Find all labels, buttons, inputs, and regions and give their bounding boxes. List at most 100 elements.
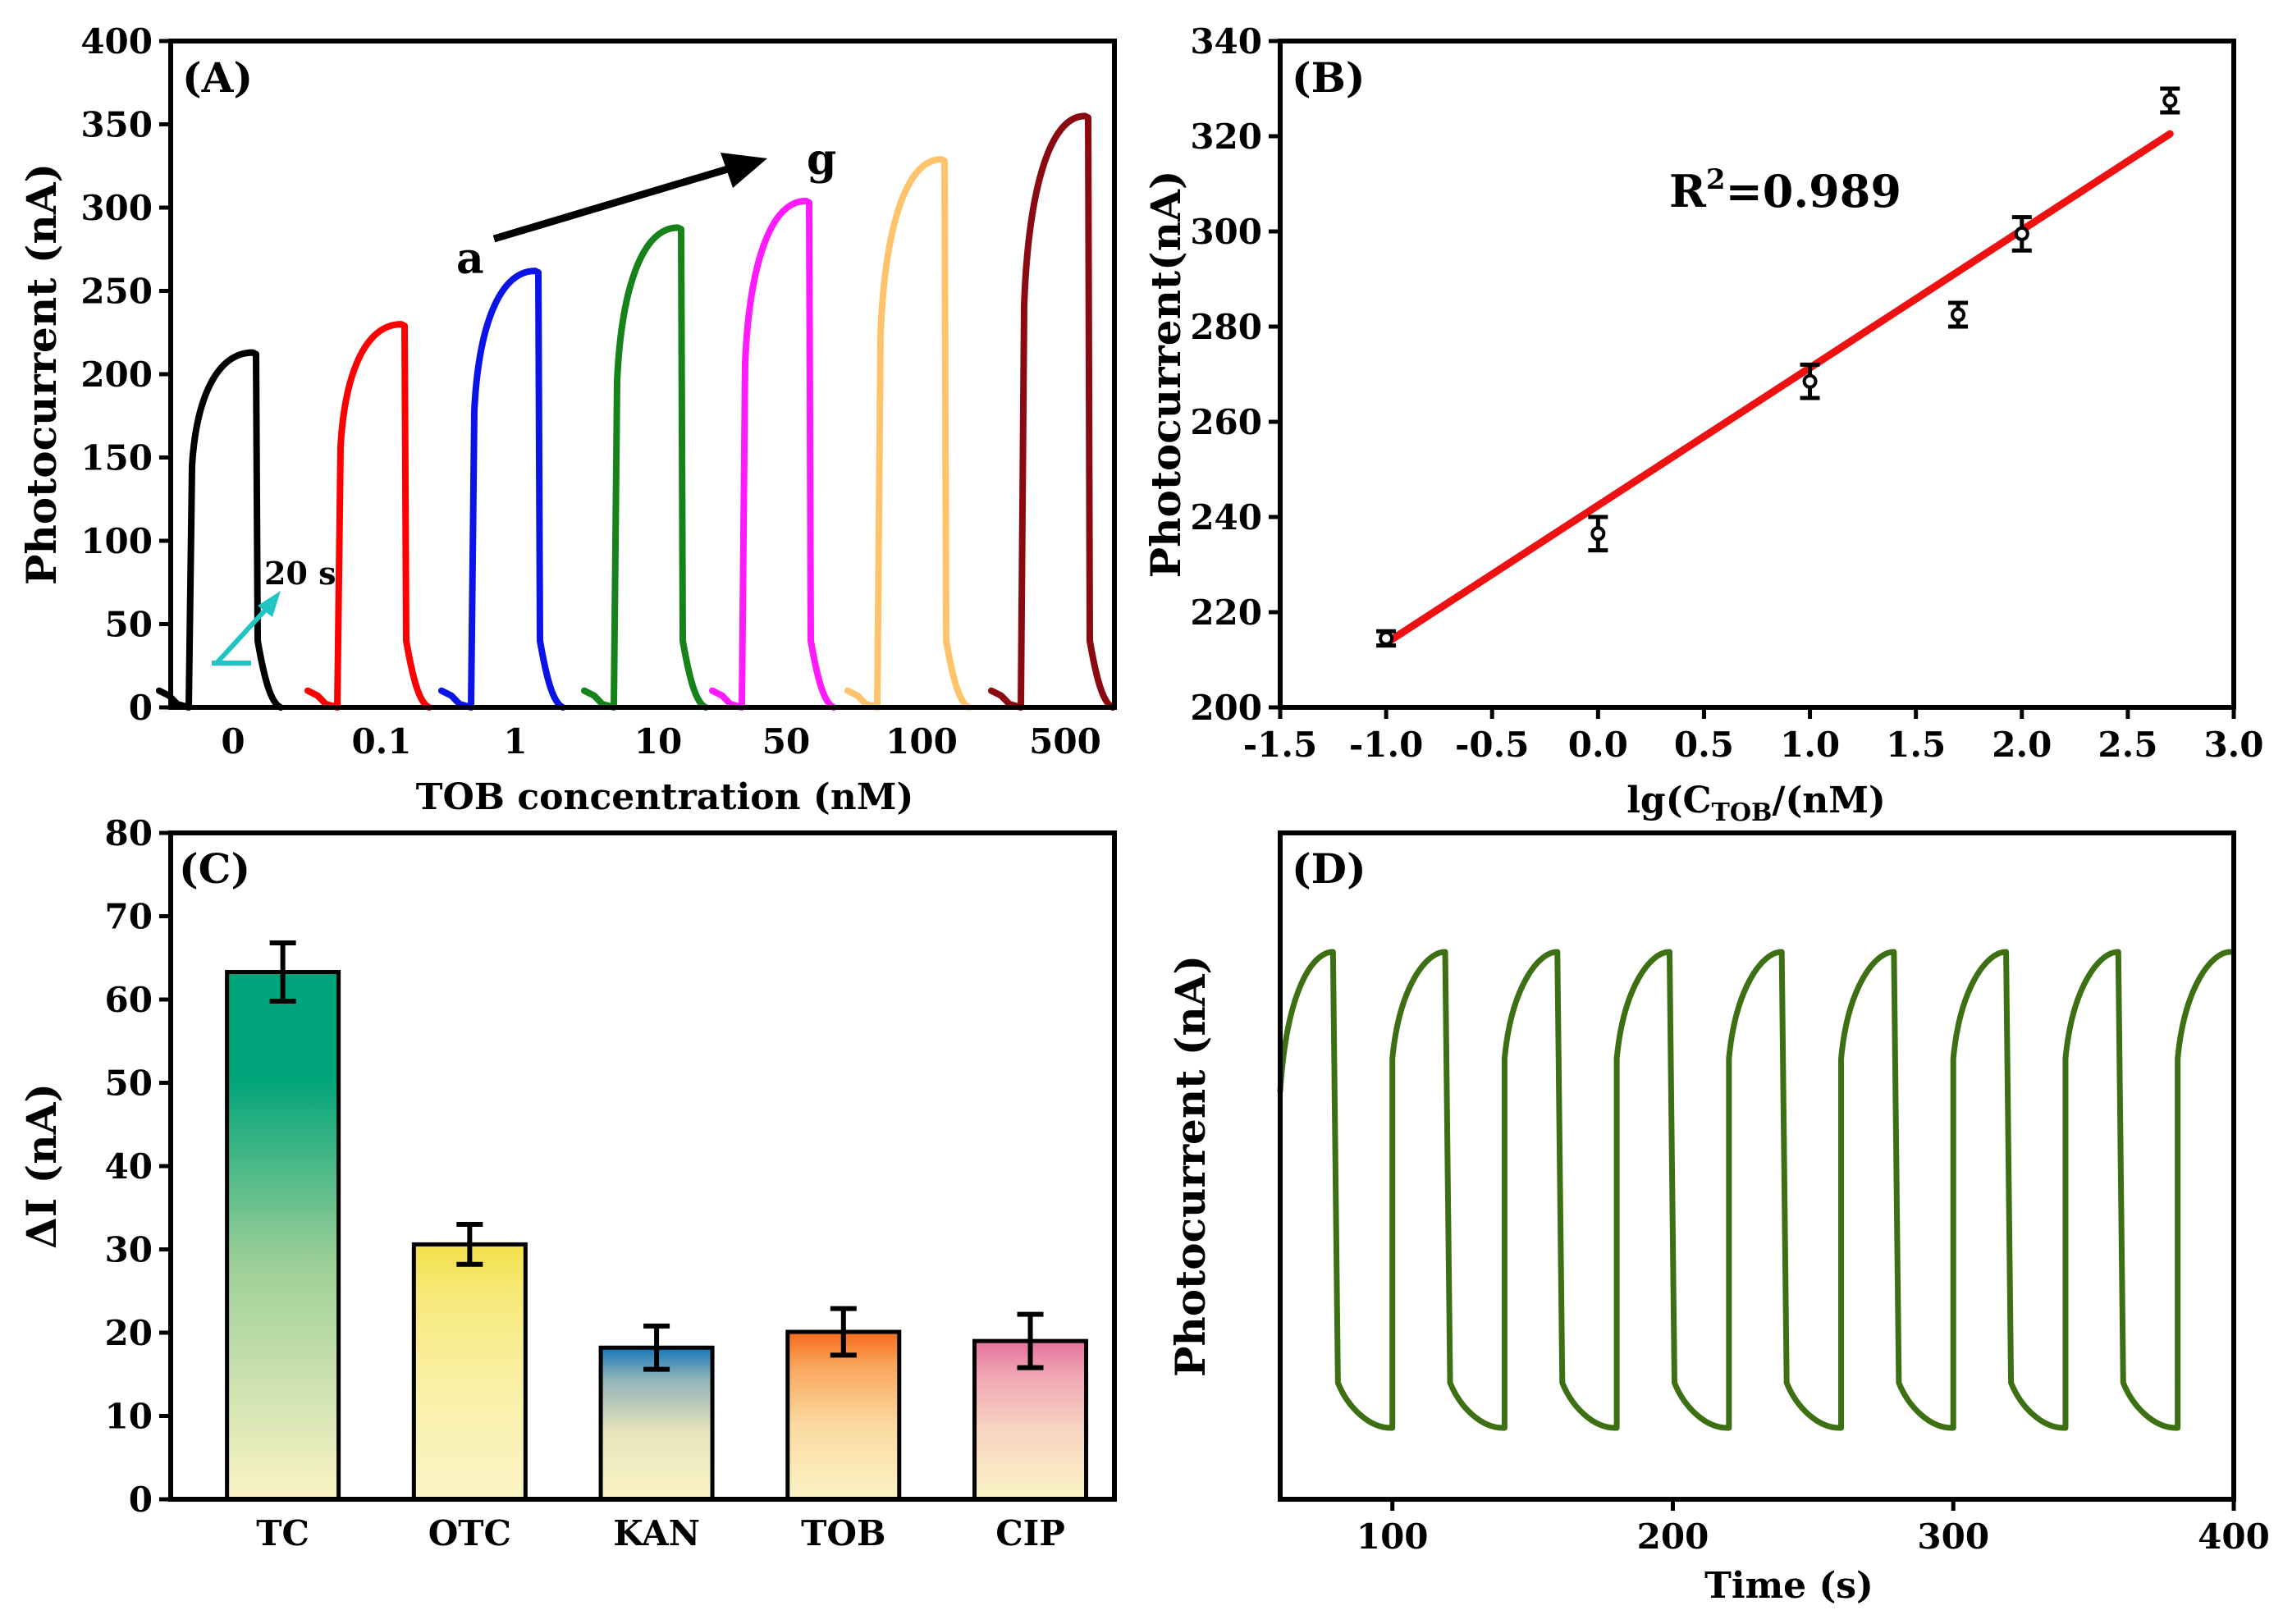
r-squared-value: =0.989 (1726, 165, 1901, 217)
data-point (1379, 630, 1394, 646)
bar (411, 1242, 528, 1502)
x-tick-label: 1.5 (1886, 725, 1946, 765)
panel-b-y-axis-label: Photocurrent(nA) (1142, 171, 1190, 579)
data-point (2014, 226, 2029, 241)
trend-arrow (492, 153, 767, 243)
y-tick-label: 70 (105, 897, 153, 937)
panel-c-x-categories: TC OTC KAN TOB CIP (256, 1513, 1065, 1553)
panel-b-x-axis-label: lg(CTOB/(nM) (1626, 780, 1886, 827)
photocurrent-trace (581, 224, 709, 711)
x-tick-label: 0.5 (1674, 725, 1734, 765)
y-tick-label: 300 (80, 188, 153, 228)
linear-fit-line (1382, 130, 2174, 647)
y-tick-label: 20 (105, 1313, 153, 1353)
y-tick-label: 150 (80, 438, 153, 478)
y-tick-label: 80 (105, 813, 153, 853)
x-tick-label: 2.0 (1992, 725, 2052, 765)
bar (972, 1338, 1089, 1502)
panel-d-label: (D) (1292, 844, 1366, 893)
y-tick-label: 220 (1190, 592, 1262, 633)
x-tick-label: 2.5 (2098, 725, 2157, 765)
panel-a-y-axis-label: Photocurrent (nA) (17, 163, 66, 585)
r-squared-superscript: 2 (1706, 163, 1726, 196)
y-tick-label: 250 (80, 272, 153, 312)
trend-end-label: g (807, 135, 836, 185)
r-squared-main: R (1669, 165, 1707, 217)
panel-b-label: (B) (1292, 53, 1366, 102)
time-scale-marker (212, 591, 281, 666)
panel-c-plot (225, 940, 1089, 1502)
data-point (1590, 526, 1606, 542)
x-tick-label: 3.0 (2203, 725, 2263, 765)
data-point (1951, 307, 1966, 323)
data-point (1802, 373, 1818, 389)
photocurrent-trace (709, 197, 837, 711)
x-category-label: 100 (885, 721, 958, 762)
y-tick-label: 300 (1190, 212, 1262, 252)
panel-b-frame (1278, 39, 2236, 710)
x-category-label: 0.1 (351, 721, 411, 762)
y-tick-label: 320 (1190, 117, 1262, 157)
y-tick-label: 350 (80, 105, 153, 145)
y-tick-label: 10 (105, 1397, 153, 1437)
panel-c-label: (C) (179, 844, 250, 893)
y-tick-label: 240 (1190, 497, 1262, 538)
x-tick-label: 1.0 (1780, 725, 1840, 765)
photocurrent-trace (156, 349, 284, 711)
x-axis-label-tail: /(nM) (1772, 780, 1885, 821)
x-category-label: 1 (503, 721, 527, 762)
x-tick-label: -1.5 (1243, 725, 1318, 765)
x-category-label: OTC (428, 1513, 511, 1553)
y-tick-label: 0 (129, 688, 153, 728)
panel-d: 100 200 300 400 (D) Photocurrent (nA) Time … (1166, 830, 2270, 1607)
photocurrent-trace (988, 112, 1116, 711)
panel-d-x-axis-label: Time (s) (1704, 1565, 1874, 1607)
y-tick-label: 100 (80, 521, 153, 561)
x-tick-label: 0.0 (1568, 725, 1628, 765)
time-scale-label: 20 s (264, 555, 336, 592)
x-tick-label: 200 (1637, 1516, 1709, 1557)
x-axis-label-subscript: TOB (1712, 798, 1773, 827)
panel-b-plot (1376, 86, 2180, 648)
y-tick-label: 340 (1190, 21, 1262, 62)
panel-c-y-axis-label: ΔI (nA) (17, 1083, 66, 1249)
y-tick-label: 200 (80, 355, 153, 395)
panel-d-y-axis-label: Photocurrent (nA) (1166, 955, 1215, 1377)
panel-a-y-ticks: 0 50 100 150 200 250 300 350 400 (80, 21, 171, 728)
y-tick-label: 50 (105, 605, 153, 645)
panel-b-x-ticks: -1.5 -1.0 -0.5 0.0 0.5 1.0 1.5 2.0 2.5 3.0 (1243, 707, 2264, 765)
x-axis-label-main: lg(C (1626, 780, 1711, 821)
photocurrent-trace (304, 321, 432, 711)
panel-c: 0 10 20 30 40 50 60 70 80 TC OTC KAN TOB CIP (C) ΔI … (17, 813, 1117, 1553)
panel-a-frame (168, 39, 1117, 710)
panel-a: 0 50 100 150 200 250 300 350 400 0 0.1 1 10 50 100 500… (17, 21, 1117, 818)
photocurrent-trace (438, 268, 566, 711)
panel-a-x-axis-label: TOB concentration (nM) (416, 776, 914, 818)
x-tick-label: 400 (2198, 1516, 2270, 1557)
x-tick-label: -1.0 (1349, 725, 1424, 765)
x-category-label: CIP (995, 1513, 1065, 1553)
panel-a-plot (156, 112, 1116, 711)
panel-d-plot (1277, 949, 2234, 1431)
r-squared-label: R2=0.989 (1669, 163, 1901, 217)
photocurrent-trace (844, 156, 972, 711)
x-category-label: 0 (221, 721, 245, 762)
y-tick-label: 200 (1190, 688, 1262, 728)
bar (225, 970, 341, 1502)
trend-start-label: a (456, 234, 484, 284)
panel-d-x-ticks: 100 200 300 400 (1357, 1499, 2270, 1557)
x-category-label: KAN (613, 1513, 700, 1553)
y-tick-label: 0 (129, 1480, 153, 1520)
panel-d-frame (1278, 830, 2236, 1502)
y-tick-label: 50 (105, 1064, 153, 1104)
data-point (2162, 93, 2178, 108)
y-tick-label: 260 (1190, 402, 1262, 442)
x-category-label: TC (256, 1513, 309, 1553)
panel-b: 200 220 240 260 280 300 320 340 -1.5 -1.0 -0.5 0.0… (1142, 21, 2264, 827)
x-tick-label: -0.5 (1455, 725, 1530, 765)
y-tick-label: 400 (80, 21, 153, 62)
x-tick-label: 300 (1917, 1516, 1989, 1557)
panel-b-y-ticks: 200 220 240 260 280 300 320 340 (1190, 21, 1280, 728)
panel-a-label: (A) (182, 53, 253, 102)
